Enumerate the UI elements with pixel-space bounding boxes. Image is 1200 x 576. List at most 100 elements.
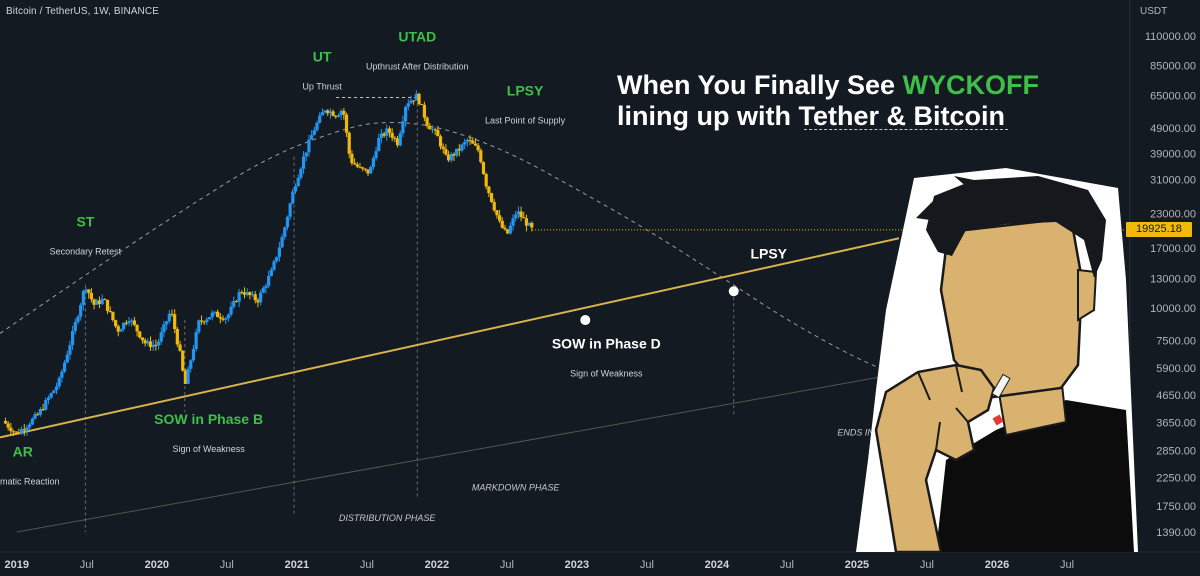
candle-body — [315, 122, 319, 131]
candle-body — [116, 326, 120, 332]
candle-body — [374, 151, 378, 159]
x-tick-label: Jul — [80, 559, 94, 571]
candle-body — [92, 299, 96, 305]
candle-body — [25, 427, 29, 431]
candle-body — [71, 330, 75, 346]
candle-body — [277, 247, 281, 257]
candle-body — [352, 163, 357, 165]
candle-body — [334, 115, 338, 117]
candle-body — [398, 133, 402, 146]
candle-body — [226, 314, 230, 319]
candle-body — [452, 154, 456, 156]
candle-body — [159, 332, 163, 342]
candle-body — [135, 324, 139, 332]
x-tick-label: Jul — [1060, 559, 1074, 571]
candle-body — [264, 285, 268, 289]
candle-body — [148, 341, 153, 348]
x-tick-label: 2022 — [425, 559, 449, 571]
symbol-title[interactable]: Bitcoin / TetherUS, 1W, BINANCE — [6, 6, 159, 17]
candle-body — [371, 158, 375, 168]
candle-body — [299, 168, 303, 178]
y-tick-label: 31000.00 — [1150, 175, 1196, 187]
candle-body — [406, 103, 410, 107]
candle-body — [245, 292, 249, 295]
candle-body — [256, 300, 260, 303]
headline-accent: WYCKOFF — [902, 70, 1040, 100]
candle-body — [441, 146, 445, 150]
candle-body — [199, 320, 204, 322]
candle-body — [197, 320, 201, 333]
price-axis-panel — [1130, 0, 1200, 576]
candle-body — [369, 167, 373, 174]
candle-body — [379, 133, 384, 138]
candles-layer — [3, 90, 534, 436]
candle-body — [500, 220, 504, 228]
y-tick-label: 13000.00 — [1150, 273, 1196, 285]
candle-body — [73, 322, 77, 331]
candle-body — [3, 420, 8, 424]
candle-body — [119, 329, 123, 332]
candle-body — [218, 317, 222, 319]
ut-label-subtitle: Up Thrust — [302, 81, 342, 91]
candle-body — [385, 128, 389, 136]
candle-body — [130, 320, 134, 322]
candle-body — [52, 390, 56, 394]
st-label-subtitle: Secondary Retest — [50, 247, 122, 257]
candle-body — [479, 150, 483, 163]
headline-prefix-2: lining up with — [617, 101, 799, 131]
candle-body — [194, 332, 198, 350]
candle-body — [285, 216, 290, 228]
candle-body — [275, 256, 279, 262]
candle-body — [363, 168, 367, 170]
headline: When You Finally See WYCKOFF lining up w… — [617, 70, 1039, 132]
y-tick-label: 1390.00 — [1156, 527, 1196, 539]
candle-body — [344, 114, 349, 133]
markdown-phase-label: MARKDOWN PHASE — [472, 483, 561, 493]
candle-body — [162, 324, 166, 333]
candle-body — [95, 300, 99, 305]
y-tick-label: 65000.00 — [1150, 91, 1196, 103]
headline-line-2: lining up with Tether & Bitcoin — [617, 101, 1039, 132]
x-tick-label: 2021 — [285, 559, 309, 571]
candle-body — [468, 139, 472, 141]
candle-body — [191, 349, 196, 361]
candle-body — [170, 313, 174, 315]
candle-body — [291, 191, 295, 204]
candle-body — [463, 141, 467, 145]
y-tick-label: 1750.00 — [1156, 501, 1196, 513]
candle-body — [355, 164, 359, 167]
candle-body — [457, 148, 461, 151]
candle-body — [460, 144, 464, 151]
candle-body — [304, 152, 308, 157]
candle-body — [449, 154, 453, 161]
candle-body — [253, 294, 257, 301]
candle-body — [140, 337, 145, 341]
candle-body — [430, 129, 435, 131]
candle-body — [428, 125, 432, 130]
y-tick-label: 10000.00 — [1150, 303, 1196, 315]
candle-body — [76, 316, 80, 323]
candle-body — [143, 340, 147, 344]
candle-body — [60, 371, 64, 378]
candle-body — [508, 225, 512, 234]
sow-b-label: SOW in Phase B — [154, 411, 263, 427]
candle-body — [154, 344, 158, 346]
trendline-point — [580, 315, 591, 326]
utad-label-subtitle: Upthrust After Distribution — [366, 61, 469, 71]
candle-body — [156, 341, 161, 346]
candle-body — [495, 210, 499, 216]
candle-body — [207, 317, 212, 320]
candle-body — [401, 121, 405, 134]
headline-underlined: Tether & Bitcoin — [798, 101, 1005, 131]
x-tick-label: Jul — [640, 559, 654, 571]
headline-prefix: When You Finally See — [617, 70, 903, 100]
candle-body — [33, 414, 37, 419]
candle-body — [269, 269, 273, 276]
st-label: ST — [76, 214, 94, 230]
smoking-man-illustration — [856, 168, 1138, 552]
candle-body — [68, 345, 72, 355]
candle-body — [522, 217, 526, 219]
candle-body — [205, 319, 209, 323]
candle-body — [84, 289, 88, 291]
candle-body — [444, 149, 448, 155]
